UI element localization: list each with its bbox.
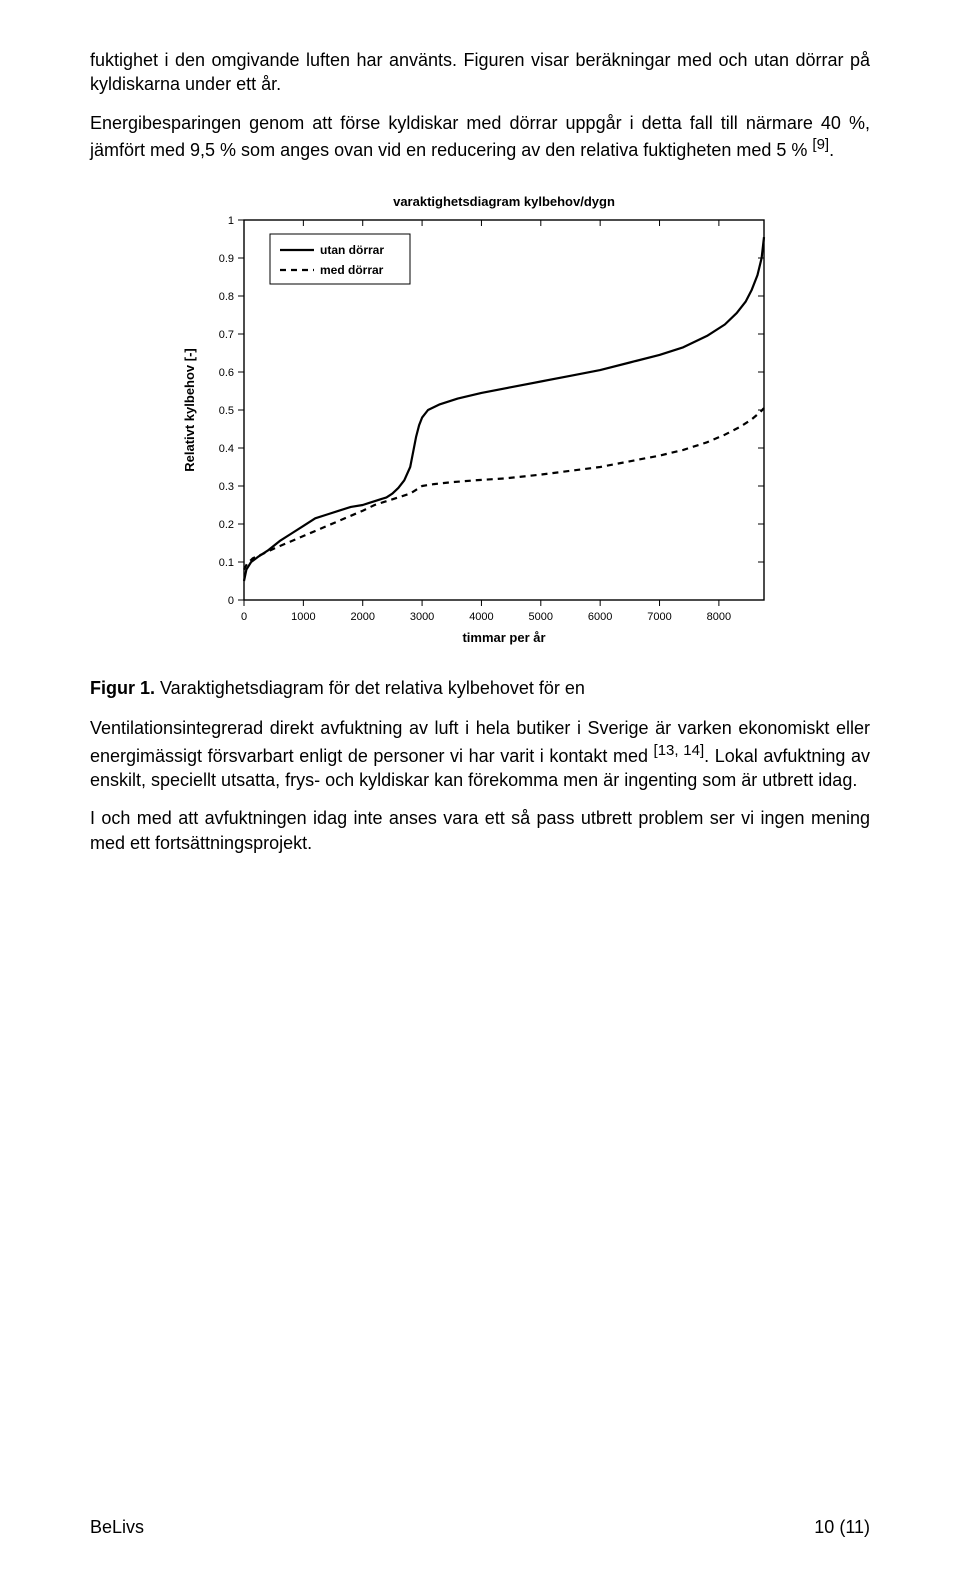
svg-text:4000: 4000	[469, 611, 493, 623]
svg-text:0.7: 0.7	[219, 329, 234, 341]
svg-text:0.3: 0.3	[219, 481, 234, 493]
footer-left: BeLivs	[90, 1517, 144, 1538]
footer-right: 10 (11)	[814, 1517, 870, 1538]
paragraph-2: Energibesparingen genom att förse kyldis…	[90, 111, 870, 163]
svg-text:1000: 1000	[291, 611, 315, 623]
svg-text:5000: 5000	[529, 611, 553, 623]
svg-text:2000: 2000	[350, 611, 374, 623]
paragraph-3: Ventilationsintegrerad direkt avfuktning…	[90, 716, 870, 792]
p2-ref: [9]	[812, 136, 829, 153]
svg-text:6000: 6000	[588, 611, 612, 623]
chart-container: 0 0.1 0.2 0.3 0.4 0.5 0.6 0.7 0.8 0.9 1 0 1000 2000 30…	[90, 188, 870, 658]
svg-text:timmar per år: timmar per år	[462, 630, 545, 645]
svg-text:med dörrar: med dörrar	[320, 263, 384, 277]
svg-text:varaktighetsdiagram kylbehov/d: varaktighetsdiagram kylbehov/dygn	[393, 194, 615, 209]
svg-text:7000: 7000	[647, 611, 671, 623]
figure-caption: Figur 1. Varaktighetsdiagram för det rel…	[90, 676, 870, 700]
svg-text:0.4: 0.4	[219, 443, 234, 455]
svg-text:0.1: 0.1	[219, 557, 234, 569]
svg-text:0.2: 0.2	[219, 519, 234, 531]
svg-text:8000: 8000	[707, 611, 731, 623]
figure-label: Figur 1.	[90, 678, 155, 698]
paragraph-1: fuktighet i den omgivande luften har anv…	[90, 48, 870, 97]
p3-ref: [13, 14]	[654, 742, 705, 759]
svg-text:Relativt kylbehov [-]: Relativt kylbehov [-]	[182, 348, 197, 472]
duration-chart: 0 0.1 0.2 0.3 0.4 0.5 0.6 0.7 0.8 0.9 1 0 1000 2000 30…	[170, 188, 790, 658]
page-footer: BeLivs 10 (11)	[90, 1517, 870, 1538]
svg-text:0.8: 0.8	[219, 291, 234, 303]
paragraph-4: I och med att avfuktningen idag inte ans…	[90, 806, 870, 855]
svg-text:0: 0	[241, 611, 247, 623]
svg-text:0.9: 0.9	[219, 253, 234, 265]
svg-text:utan dörrar: utan dörrar	[320, 243, 384, 257]
svg-text:1: 1	[228, 215, 234, 227]
p2-text-a: Energibesparingen genom att förse kyldis…	[90, 113, 870, 160]
svg-text:0.5: 0.5	[219, 405, 234, 417]
svg-text:0.6: 0.6	[219, 367, 234, 379]
svg-text:0: 0	[228, 595, 234, 607]
figure-caption-text: Varaktighetsdiagram för det relativa kyl…	[155, 678, 585, 698]
svg-text:3000: 3000	[410, 611, 434, 623]
p2-text-b: .	[829, 140, 834, 160]
